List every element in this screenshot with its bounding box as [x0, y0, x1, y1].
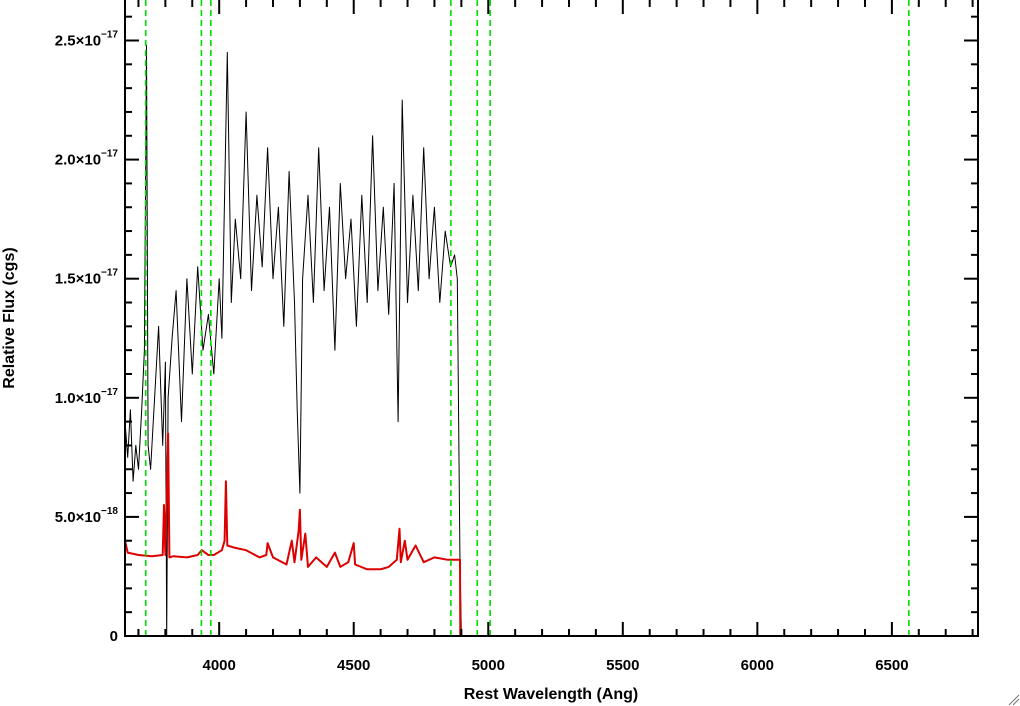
y-tick-label: 2.0×10−17	[55, 149, 119, 169]
y-axis-label: Relative Flux (cgs)	[1, 247, 18, 388]
y-tick-label: 1.5×10−17	[55, 268, 119, 288]
series-group	[124, 44, 978, 637]
axis-ticks	[125, 0, 978, 636]
series-line-2	[124, 432, 978, 637]
y-tick-labels: 0 5.0×10−18 1.0×10−17 1.5×10−17 2.0×10−17 2.5…	[55, 29, 119, 645]
x-tick-label: 5500	[606, 657, 639, 674]
reference-lines	[144, 0, 910, 636]
series-line-1	[124, 44, 978, 637]
x-tick-labels: 4000 4500 5000 5500 6000 6500	[202, 657, 908, 674]
y-tick-label: 5.0×10−18	[55, 506, 119, 526]
x-tick-label: 6500	[875, 657, 908, 674]
x-tick-label: 4500	[337, 657, 370, 674]
x-tick-label: 5000	[472, 657, 505, 674]
y-tick-label: 0	[110, 628, 118, 645]
x-tick-label: 6000	[741, 657, 774, 674]
x-tick-label: 4000	[202, 657, 235, 674]
y-tick-label: 2.5×10−17	[55, 29, 119, 49]
x-axis-label: Rest Wavelength (Ang)	[464, 686, 639, 703]
resize-grip-icon[interactable]	[1008, 694, 1020, 706]
plot-frame	[124, 0, 979, 637]
y-tick-label: 1.0×10−17	[55, 387, 119, 407]
